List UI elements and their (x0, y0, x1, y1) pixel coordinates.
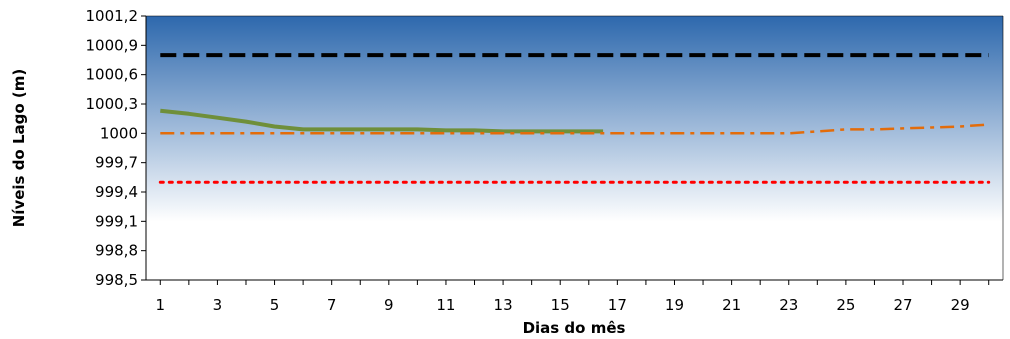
x-tick-label: 5 (270, 296, 280, 314)
x-tick-label: 3 (213, 296, 223, 314)
x-tick-label: 19 (665, 296, 684, 314)
y-tick-label: 1000,6 (86, 66, 139, 84)
x-tick-label: 27 (893, 296, 912, 314)
x-tick-label: 25 (836, 296, 855, 314)
series-line-3 (160, 123, 989, 135)
y-tick-label: 998,8 (95, 242, 138, 260)
y-tick-label: 999,7 (95, 154, 138, 172)
x-tick-label: 7 (327, 296, 337, 314)
x-tick-label: 9 (384, 296, 394, 314)
y-tick-label: 999,1 (95, 212, 138, 230)
y-tick-label: 999,4 (95, 183, 138, 201)
plot-area (146, 16, 1003, 280)
x-tick-label: 23 (779, 296, 798, 314)
y-tick-label: 1000,9 (86, 36, 139, 54)
x-axis-title: Dias do mês (523, 319, 626, 337)
y-axis-title: Níveis do Lago (m) (10, 69, 28, 228)
x-tick-label: 29 (951, 296, 970, 314)
x-tick-label: 11 (436, 296, 455, 314)
y-tick-label: 998,5 (95, 271, 138, 289)
x-tick-label: 13 (494, 296, 513, 314)
y-tick-label: 1001,2 (86, 7, 139, 25)
x-tick-label: 21 (722, 296, 741, 314)
x-tick-label: 15 (551, 296, 570, 314)
series-line-2 (160, 108, 604, 134)
y-tick-label: 1000 (100, 124, 138, 142)
y-tick-label: 1000,3 (86, 95, 139, 113)
x-tick-label: 1 (156, 296, 166, 314)
x-tick-label: 17 (608, 296, 627, 314)
